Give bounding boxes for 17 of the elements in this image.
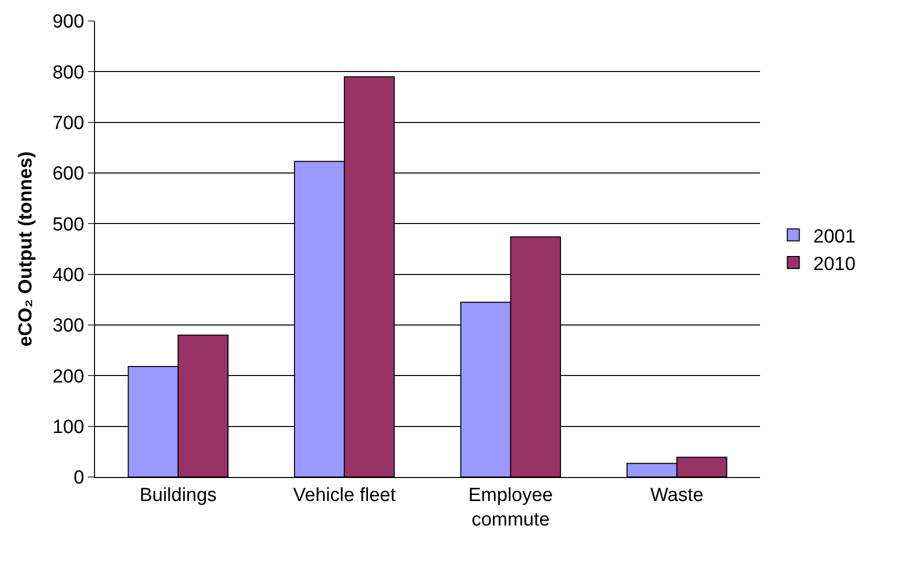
- y-tick-label: 300: [52, 316, 84, 337]
- y-tick-label: 500: [52, 214, 84, 236]
- y-tick-label: 0: [74, 468, 84, 489]
- x-tick-label: Employee commute: [468, 484, 553, 530]
- x-tick-label: Waste: [650, 484, 704, 506]
- y-tick-label: 100: [52, 416, 84, 438]
- y-tick-label: 200: [52, 366, 84, 388]
- x-tick-label: Vehicle fleet: [293, 484, 396, 506]
- y-tick-label: 800: [52, 62, 84, 84]
- y-axis-title: eCO₂ Output (tonnes): [15, 151, 36, 347]
- y-tick-label: 700: [52, 112, 84, 134]
- y-tick-label: 600: [52, 164, 84, 185]
- x-tick-label: Buildings: [140, 484, 217, 506]
- legend-label: 2001: [813, 226, 856, 248]
- y-tick-label: 400: [52, 264, 84, 286]
- y-tick-label: 900: [52, 12, 84, 33]
- legend-label: 2010: [813, 254, 856, 275]
